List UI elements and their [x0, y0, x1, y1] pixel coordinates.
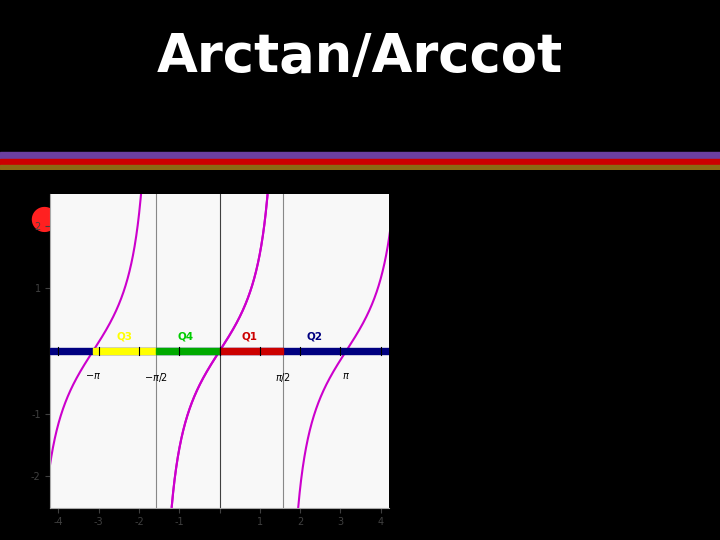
Text: Q4: Q4: [177, 332, 194, 342]
Text: ●: ●: [29, 202, 58, 235]
Text: but with negative y-: but with negative y-: [412, 368, 578, 382]
Bar: [93, 348, 156, 354]
Text: Q1: Q1: [242, 332, 258, 342]
Bar: [0, 152, 720, 159]
Text: continuous section,: continuous section,: [412, 325, 573, 340]
Bar: [50, 348, 389, 354]
Bar: [0, 165, 720, 169]
Text: of solutions is valid?: of solutions is valid?: [412, 452, 581, 467]
Text: $-\pi/2$: $-\pi/2$: [144, 371, 168, 384]
Text: positive & negative y-values :: positive & negative y-values :: [61, 244, 528, 272]
Text: angles is adjacent: angles is adjacent: [412, 241, 561, 255]
Text: to Q1, over a: to Q1, over a: [412, 283, 518, 298]
Text: Arctan/Arccot: Arctan/Arccot: [157, 31, 563, 84]
Text: continuous section,: continuous section,: [412, 325, 573, 340]
Text: values?  What range: values? What range: [412, 410, 580, 425]
Bar: [156, 348, 220, 354]
Text: to Q1,: to Q1,: [412, 283, 467, 298]
Text: over a: over a: [439, 283, 491, 298]
Text: $-\pi$: $-\pi$: [85, 371, 101, 381]
Text: Q3: Q3: [117, 332, 133, 342]
Text: $\pi$: $\pi$: [342, 371, 350, 381]
Text: Q2: Q2: [306, 332, 323, 342]
Bar: [220, 348, 283, 354]
Text: $\pi/2$: $\pi/2$: [275, 371, 291, 384]
Text: Choose adjacent quadrants with: Choose adjacent quadrants with: [61, 195, 567, 222]
Bar: [0, 159, 720, 165]
Text: Which quadrant of: Which quadrant of: [412, 198, 564, 213]
